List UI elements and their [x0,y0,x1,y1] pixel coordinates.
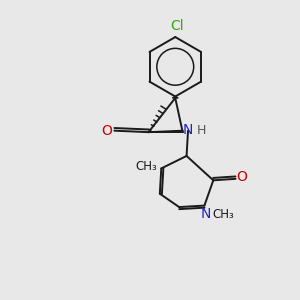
Text: N: N [201,207,211,221]
Text: Cl: Cl [170,19,184,33]
Text: H: H [197,124,206,136]
Text: O: O [101,124,112,138]
Text: CH₃: CH₃ [135,160,157,173]
Text: O: O [237,170,248,184]
Text: N: N [183,123,193,137]
Polygon shape [172,97,178,98]
Text: CH₃: CH₃ [213,208,235,221]
